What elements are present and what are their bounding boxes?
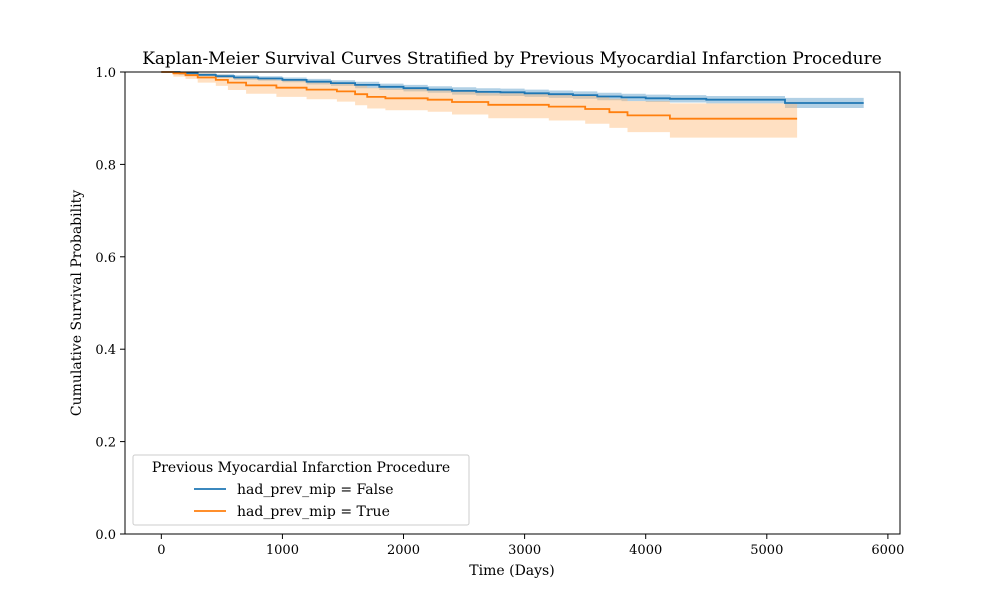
y-tick-label: 0.6	[95, 251, 116, 266]
x-tick-label: 2000	[387, 543, 420, 558]
y-tick-label: 0.4	[95, 343, 116, 358]
x-tick-label: 3000	[508, 543, 541, 558]
x-axis-label: Time (Days)	[469, 563, 554, 579]
x-tick-label: 4000	[629, 543, 662, 558]
legend-box	[132, 454, 470, 526]
survival-curves	[161, 71, 864, 120]
x-tick-label: 6000	[871, 543, 904, 558]
x-tick-label: 5000	[750, 543, 783, 558]
y-tick-label: 0.0	[95, 528, 116, 543]
survival-curve-1	[161, 71, 798, 120]
legend-title: Previous Myocardial Infarction Procedure	[152, 460, 450, 476]
survival-curve-0	[161, 71, 864, 104]
chart-title: Kaplan-Meier Survival Curves Stratified …	[142, 49, 882, 69]
plot-frame	[124, 71, 901, 535]
y-axis-label: Cumulative Survival Probability	[69, 190, 85, 416]
x-axis-ticks: 0 1000 2000 3000 4000 5000 6000	[157, 534, 904, 558]
x-tick-label: 0	[157, 543, 165, 558]
x-tick-label: 1000	[266, 543, 299, 558]
legend-label-prev-mip: had_prev_mip = True	[237, 504, 390, 520]
y-axis-ticks: 0.0 0.2 0.4 0.6 0.8 1.0	[95, 66, 125, 543]
y-tick-label: 0.2	[95, 436, 116, 451]
y-tick-label: 1.0	[95, 66, 116, 81]
legend-label-no-prev-mip: had_prev_mip = False	[237, 482, 394, 498]
confidence-band-1	[161, 72, 798, 138]
y-tick-label: 0.8	[95, 158, 116, 173]
legend: Previous Myocardial Infarction Procedure…	[132, 454, 470, 526]
